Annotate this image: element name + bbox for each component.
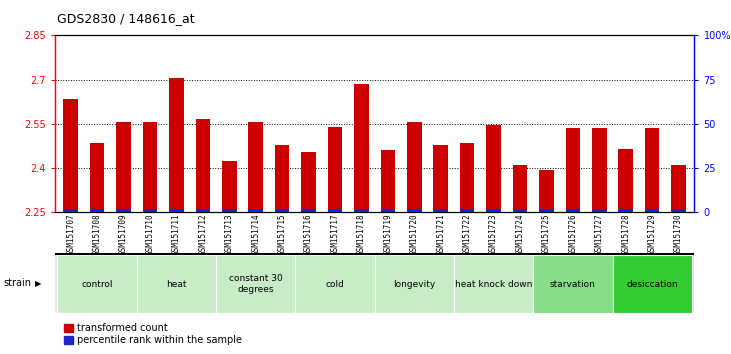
Text: desiccation: desiccation — [626, 280, 678, 289]
Bar — [671, 165, 686, 212]
Bar — [64, 99, 78, 212]
Text: GSM151722: GSM151722 — [463, 213, 471, 255]
Text: GSM151729: GSM151729 — [648, 213, 656, 255]
Text: GSM151710: GSM151710 — [145, 213, 154, 255]
Text: GSM151726: GSM151726 — [569, 213, 577, 255]
Text: GSM151721: GSM151721 — [436, 213, 445, 255]
Text: GSM151716: GSM151716 — [304, 213, 313, 255]
Bar — [64, 209, 78, 212]
Bar — [301, 152, 316, 212]
Bar — [454, 255, 533, 313]
Bar — [137, 255, 216, 313]
Bar — [216, 255, 295, 313]
Bar — [327, 209, 342, 212]
Bar — [460, 209, 474, 212]
Bar — [354, 209, 368, 212]
Bar — [407, 209, 422, 212]
Text: GSM151724: GSM151724 — [515, 213, 525, 255]
Bar — [90, 143, 105, 212]
Bar — [433, 144, 448, 212]
Bar — [90, 209, 105, 212]
Bar — [295, 255, 374, 313]
Text: strain: strain — [4, 278, 31, 288]
Text: GDS2830 / 148616_at: GDS2830 / 148616_at — [57, 12, 194, 25]
Text: GSM151730: GSM151730 — [674, 213, 683, 255]
Bar — [275, 144, 289, 212]
Bar — [592, 209, 607, 212]
Bar — [566, 209, 580, 212]
Text: GSM151711: GSM151711 — [172, 213, 181, 255]
Bar — [169, 209, 183, 212]
Text: GSM151717: GSM151717 — [330, 213, 339, 255]
Bar — [222, 209, 237, 212]
Bar — [143, 122, 157, 212]
Text: control: control — [81, 280, 113, 289]
Text: GSM151720: GSM151720 — [410, 213, 419, 255]
Text: GSM151728: GSM151728 — [621, 213, 630, 255]
Text: GSM151719: GSM151719 — [383, 213, 393, 255]
Bar — [645, 209, 659, 212]
Bar — [486, 209, 501, 212]
Text: GSM151712: GSM151712 — [198, 213, 208, 255]
Text: GSM151723: GSM151723 — [489, 213, 498, 255]
Text: GSM151708: GSM151708 — [93, 213, 102, 255]
Bar — [539, 170, 553, 212]
Bar — [512, 209, 527, 212]
Bar — [196, 209, 210, 212]
Bar — [249, 209, 263, 212]
Text: GSM151725: GSM151725 — [542, 213, 551, 255]
Bar — [275, 209, 289, 212]
Bar — [143, 209, 157, 212]
Text: longevity: longevity — [393, 280, 436, 289]
Bar — [566, 128, 580, 212]
Text: heat: heat — [166, 280, 186, 289]
Bar — [116, 209, 131, 212]
Text: constant 30
degrees: constant 30 degrees — [229, 274, 283, 294]
Text: GSM151707: GSM151707 — [67, 213, 75, 255]
Bar — [486, 125, 501, 212]
Bar — [374, 255, 454, 313]
Bar — [645, 128, 659, 212]
Bar — [116, 122, 131, 212]
Bar — [613, 255, 692, 313]
Text: GSM151718: GSM151718 — [357, 213, 366, 255]
Bar — [533, 255, 613, 313]
Text: heat knock down: heat knock down — [455, 280, 532, 289]
Bar — [433, 209, 448, 212]
Bar — [618, 149, 633, 212]
Text: cold: cold — [325, 280, 344, 289]
Legend: transformed count, percentile rank within the sample: transformed count, percentile rank withi… — [60, 319, 246, 349]
Bar — [671, 209, 686, 212]
Bar — [249, 122, 263, 212]
Bar — [354, 84, 368, 212]
Bar — [592, 128, 607, 212]
Text: GSM151713: GSM151713 — [224, 213, 234, 255]
Bar — [58, 255, 137, 313]
Text: starvation: starvation — [550, 280, 596, 289]
Bar — [407, 122, 422, 212]
Bar — [618, 209, 633, 212]
Text: GSM151715: GSM151715 — [278, 213, 287, 255]
Bar — [327, 127, 342, 212]
Bar — [460, 143, 474, 212]
Bar — [301, 209, 316, 212]
Bar — [222, 161, 237, 212]
Bar — [381, 150, 395, 212]
Bar — [539, 209, 553, 212]
Bar — [381, 209, 395, 212]
Text: GSM151714: GSM151714 — [251, 213, 260, 255]
Bar — [512, 165, 527, 212]
Bar — [196, 120, 210, 212]
Text: GSM151709: GSM151709 — [119, 213, 128, 255]
Text: GSM151727: GSM151727 — [595, 213, 604, 255]
Bar — [169, 78, 183, 212]
Text: ▶: ▶ — [35, 279, 42, 288]
